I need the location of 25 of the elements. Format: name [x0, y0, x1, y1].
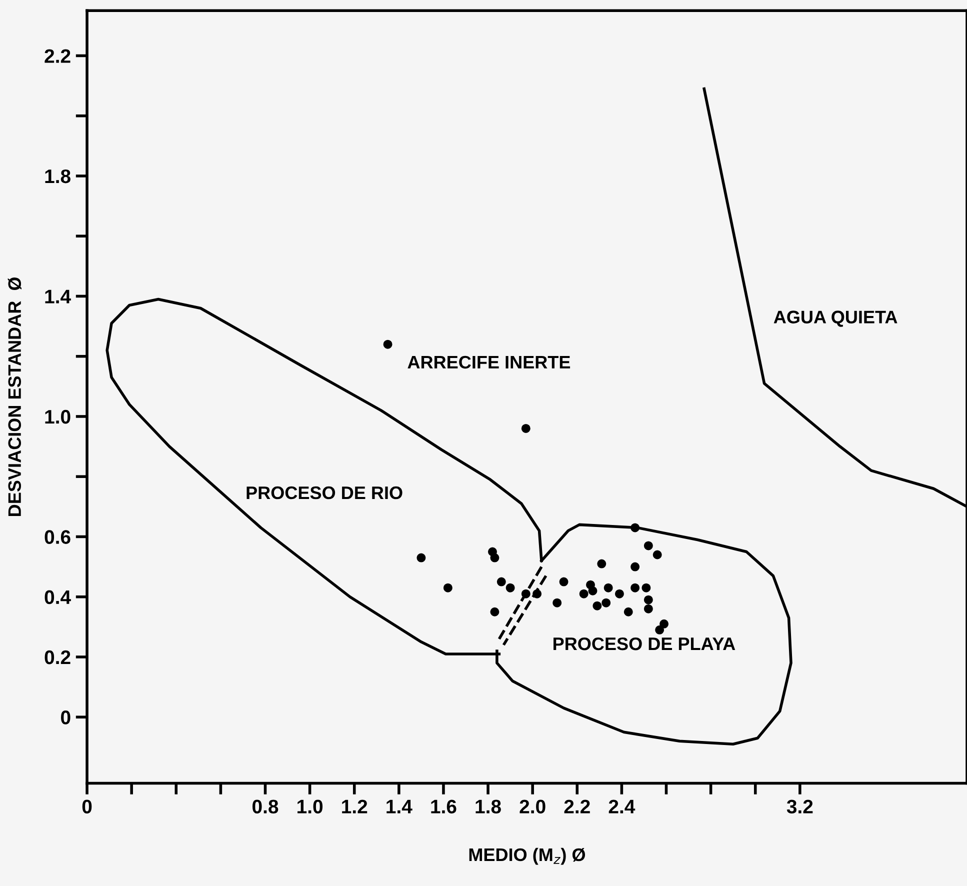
y-axis-title: DESVIACION ESTANDAR Ø — [8, 277, 22, 516]
y-tick-label: 0 — [61, 710, 70, 724]
y-tick-label: 0.4 — [44, 590, 71, 604]
series-label: ARRECIFE INERTE — [408, 356, 570, 369]
x-axis-title: MEDIO (M$_{z}$) Ø — [469, 848, 586, 865]
y-tick-label: 0.2 — [44, 650, 70, 664]
x-tick-label: 2.0 — [520, 800, 546, 814]
x-tick-label: 1.4 — [386, 800, 412, 814]
x-tick-label: 0.8 — [252, 800, 278, 814]
y-tick-label: 1.0 — [45, 410, 70, 424]
x-tick-label: 2.2 — [564, 800, 590, 814]
x-tick-label: 2.4 — [608, 800, 636, 814]
y-tick-label: 2.2 — [44, 49, 70, 63]
x-tick-label: 1.8 — [476, 800, 501, 814]
y-tick-label: 1.4 — [45, 290, 71, 304]
x-tick-label: 1.6 — [431, 800, 456, 814]
series-label: PROCESO DE RIO — [246, 486, 402, 500]
x-tick-label: 3.2 — [786, 800, 813, 814]
y-tick-label: 0.6 — [44, 530, 70, 544]
x-tick-label: 0 — [82, 800, 92, 814]
x-tick-label: 1.2 — [342, 800, 368, 814]
y-tick-label: 1.8 — [45, 169, 70, 184]
x-tick-label: 1.0 — [298, 800, 323, 814]
series-label: AGUA QUIETA — [774, 310, 898, 327]
text: PROCESO DE PLAYA — [554, 637, 736, 650]
